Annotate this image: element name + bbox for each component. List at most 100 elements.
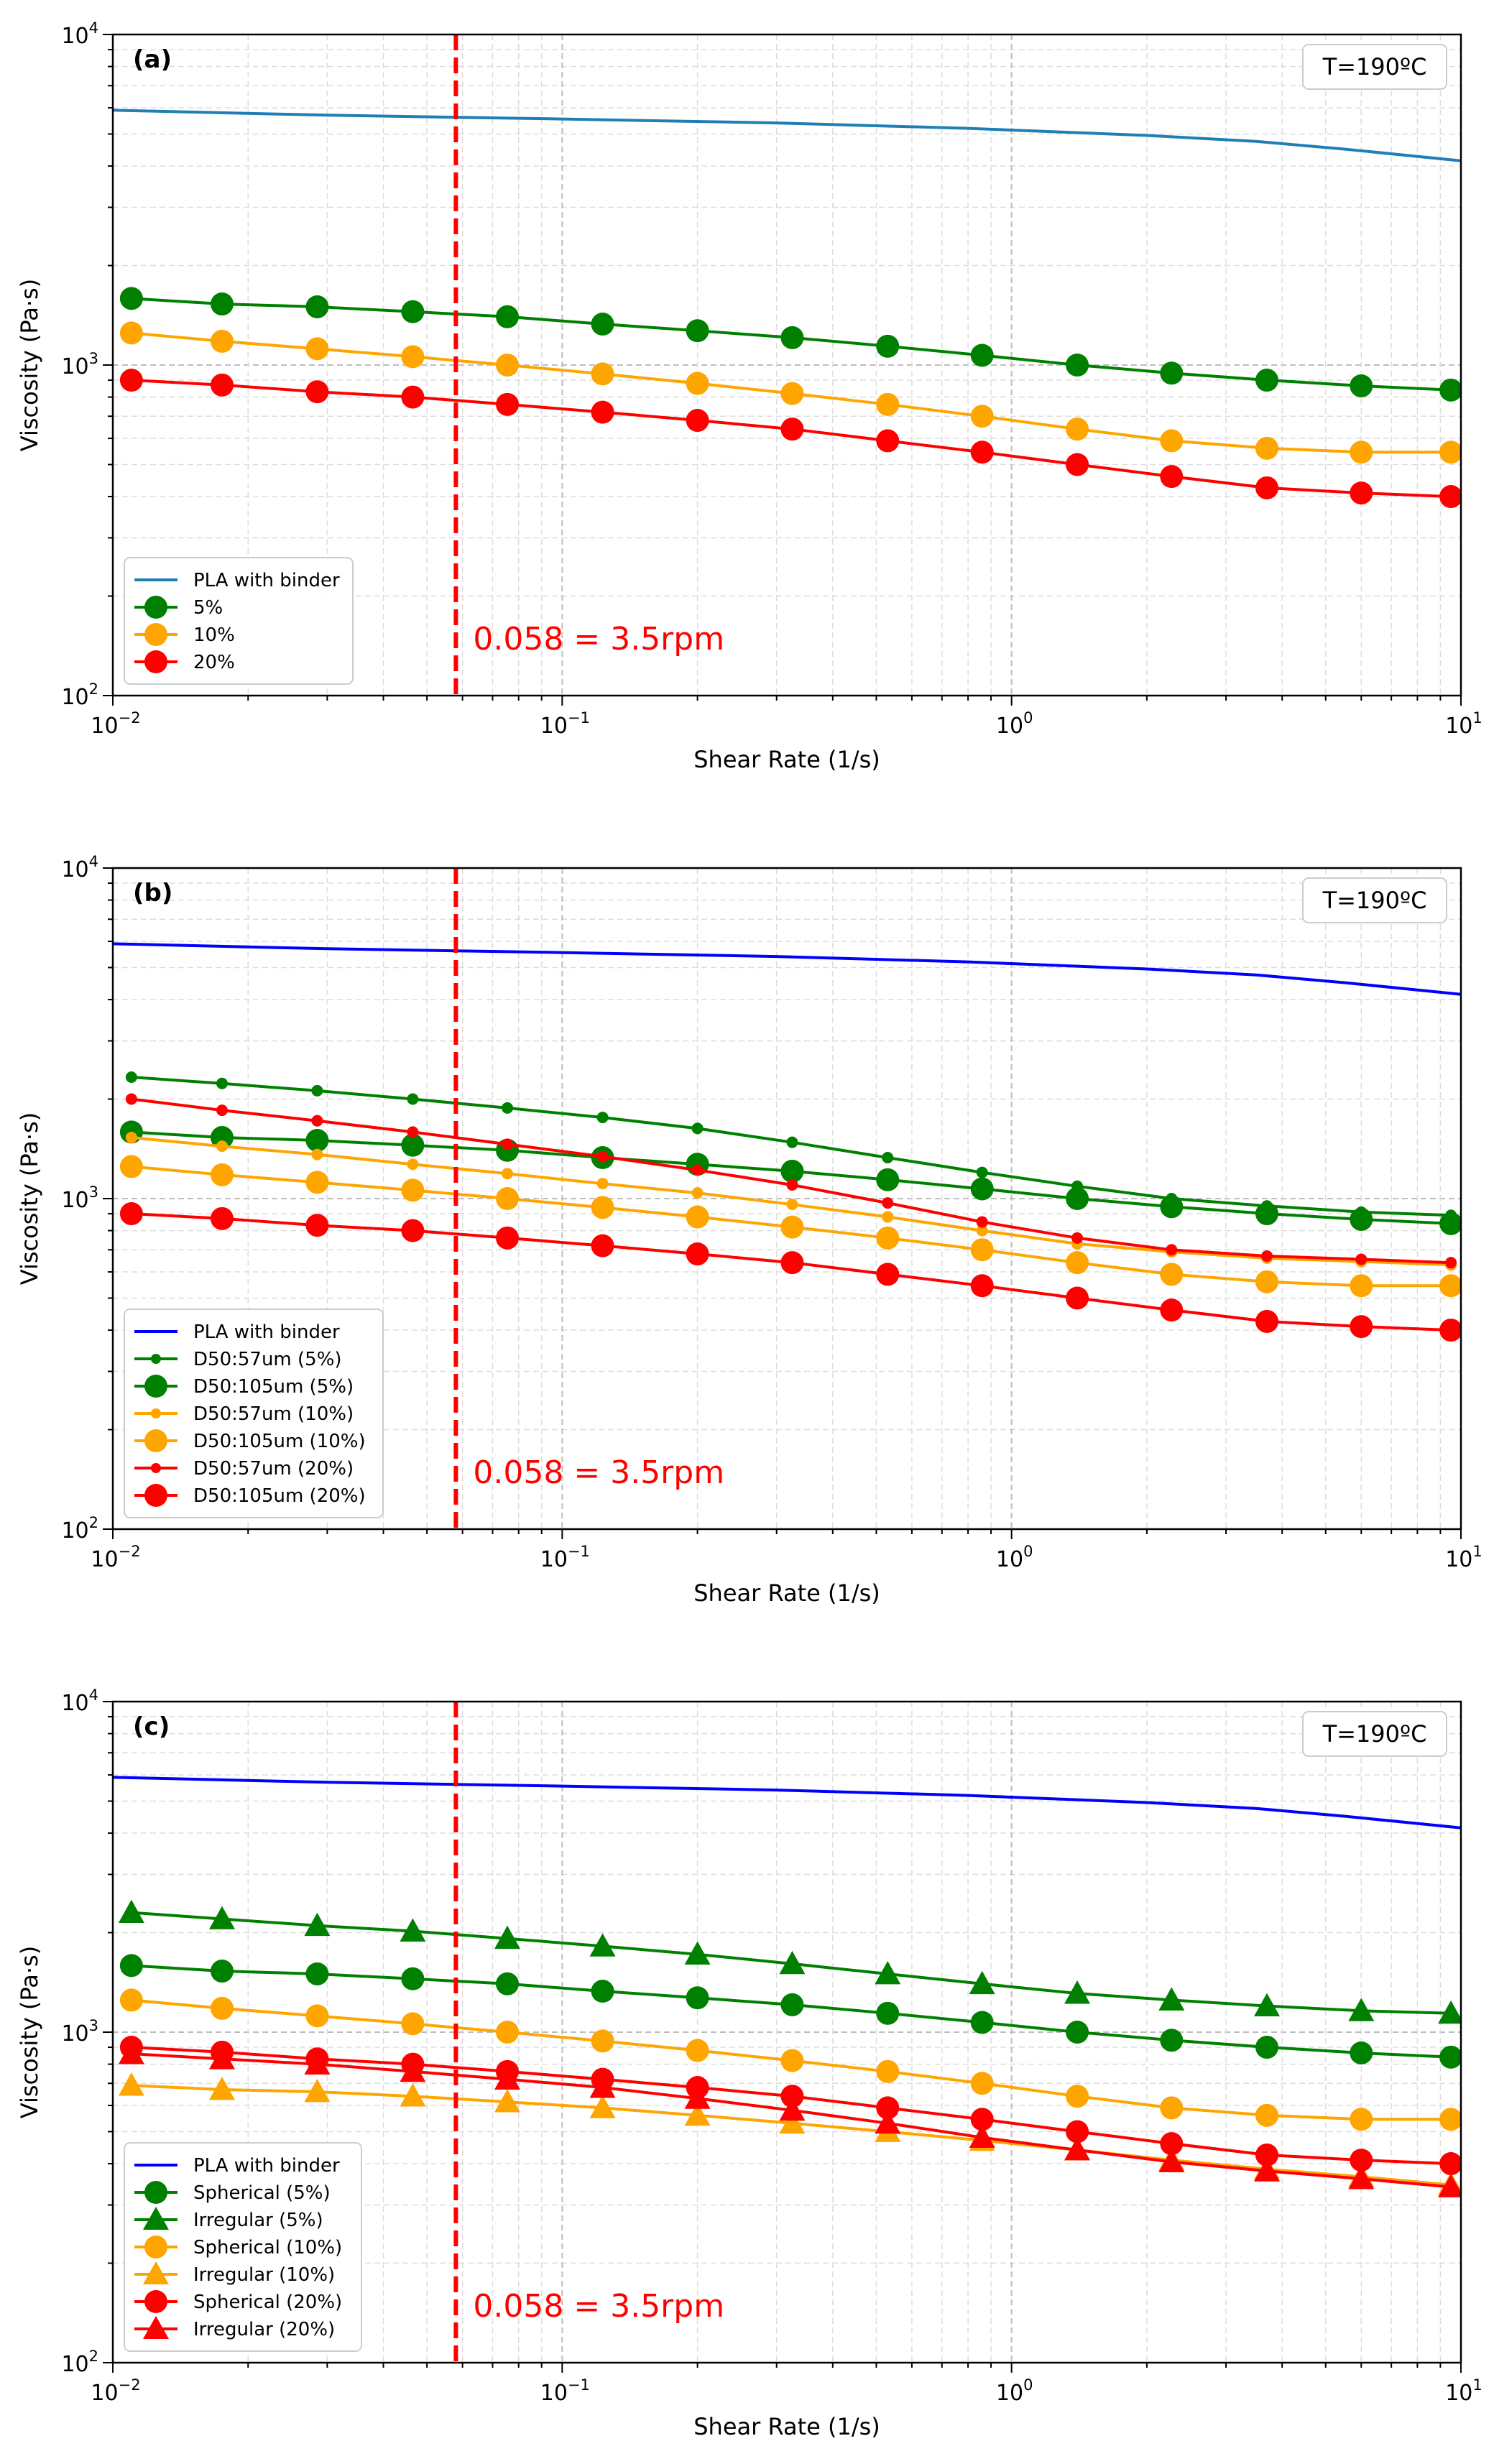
tick-exponent: 2 — [89, 1514, 98, 1531]
legend-label: Irregular (5%) — [193, 2210, 323, 2231]
data-point — [305, 1171, 329, 1194]
grid — [113, 34, 1461, 696]
data-point — [311, 1084, 323, 1097]
legend-label: D50:57um (5%) — [193, 1349, 342, 1370]
tick-base: 10 — [540, 714, 568, 739]
data-point — [496, 2021, 520, 2044]
data-point — [119, 1202, 143, 1226]
series-line — [113, 942, 1461, 996]
data-point — [216, 1140, 228, 1153]
tick-exponent: 4 — [89, 1686, 98, 1704]
legend-frame — [124, 557, 354, 685]
tick-base: 10 — [61, 1188, 88, 1213]
temperature-label: T=190ºC — [1322, 53, 1427, 80]
data-point — [401, 1133, 425, 1157]
tick-exponent: 4 — [89, 19, 98, 37]
tick-base: 10 — [61, 24, 88, 49]
data-point — [305, 295, 329, 318]
data-point — [1439, 2045, 1461, 2069]
data-point — [1260, 1250, 1273, 1263]
series-6 — [118, 2041, 1461, 2197]
data-point — [1066, 2120, 1089, 2144]
data-point — [1064, 1980, 1091, 2004]
series-0 — [113, 109, 1461, 162]
y-tick-label: 104 — [61, 1686, 98, 1716]
legend-marker — [143, 2261, 169, 2284]
legend-frame — [124, 1309, 384, 1518]
data-point — [496, 1226, 520, 1250]
legend-label: PLA with binder — [193, 2155, 340, 2177]
legend-label: Irregular (10%) — [193, 2264, 335, 2286]
data-point — [1160, 2132, 1184, 2156]
data-point — [1066, 2085, 1089, 2108]
tick-exponent: −2 — [119, 1543, 141, 1560]
x-tick-label: 10−2 — [91, 1543, 140, 1572]
temperature-box: T=190ºC — [1302, 44, 1447, 90]
data-point — [118, 2072, 144, 2096]
series-3 — [119, 369, 1461, 509]
data-point — [596, 1178, 609, 1190]
data-point — [1350, 2108, 1373, 2131]
y-tick-label: 102 — [61, 680, 98, 710]
data-point — [118, 1899, 144, 1924]
data-point — [876, 392, 900, 416]
data-point — [1166, 1244, 1178, 1256]
data-point — [496, 392, 520, 416]
tick-base: 10 — [996, 1547, 1023, 1572]
data-point — [401, 1219, 425, 1242]
tick-base: 10 — [61, 857, 88, 882]
data-point — [591, 313, 614, 336]
legend-marker — [144, 1375, 167, 1398]
data-point — [876, 429, 900, 453]
data-point — [686, 1986, 709, 2010]
reference-line-label: 0.058 = 3.5rpm — [473, 1454, 724, 1491]
plot-area — [113, 1776, 1461, 2197]
data-point — [780, 1251, 804, 1275]
data-point — [400, 2058, 426, 2082]
data-point — [305, 380, 329, 404]
tick-base: 10 — [61, 685, 88, 710]
data-point — [210, 292, 234, 316]
data-point — [401, 385, 425, 409]
panel-label: (a) — [133, 45, 172, 74]
data-point — [969, 1970, 995, 1995]
data-point — [970, 1238, 994, 1262]
legend-label: D50:105um (20%) — [193, 1485, 366, 1507]
legend-label: 10% — [193, 624, 235, 646]
tick-exponent: −2 — [119, 2376, 141, 2394]
x-tick-label: 100 — [996, 1543, 1033, 1572]
data-point — [216, 1077, 228, 1089]
x-axis-label: Shear Rate (1/s) — [693, 1579, 880, 1607]
x-tick-label: 101 — [1445, 709, 1483, 739]
tick-exponent: −2 — [119, 709, 141, 726]
data-point — [691, 1187, 704, 1199]
data-point — [305, 337, 329, 361]
data-point — [1255, 2143, 1278, 2167]
tick-base: 10 — [91, 714, 118, 739]
data-point — [407, 1158, 419, 1171]
data-point — [1348, 2166, 1375, 2190]
data-point — [882, 1197, 894, 1209]
data-point — [1160, 361, 1184, 385]
y-tick-label: 104 — [61, 19, 98, 49]
data-point — [780, 2049, 804, 2072]
data-point — [496, 305, 520, 328]
data-point — [589, 2095, 616, 2118]
y-tick-label: 103 — [61, 2017, 98, 2047]
data-point — [119, 1155, 143, 1178]
data-point — [969, 2124, 995, 2149]
data-point — [1071, 1232, 1084, 1244]
data-point — [976, 1216, 988, 1228]
data-point — [216, 1104, 228, 1117]
data-point — [1350, 374, 1373, 397]
data-point — [684, 2102, 711, 2126]
tick-base: 10 — [996, 2381, 1023, 2406]
data-point — [691, 1122, 704, 1135]
data-point — [1350, 1274, 1373, 1298]
data-point — [684, 1941, 711, 1965]
data-point — [686, 2039, 709, 2062]
data-point — [1255, 1309, 1278, 1333]
data-point — [1255, 1270, 1278, 1293]
data-point — [1350, 1315, 1373, 1339]
